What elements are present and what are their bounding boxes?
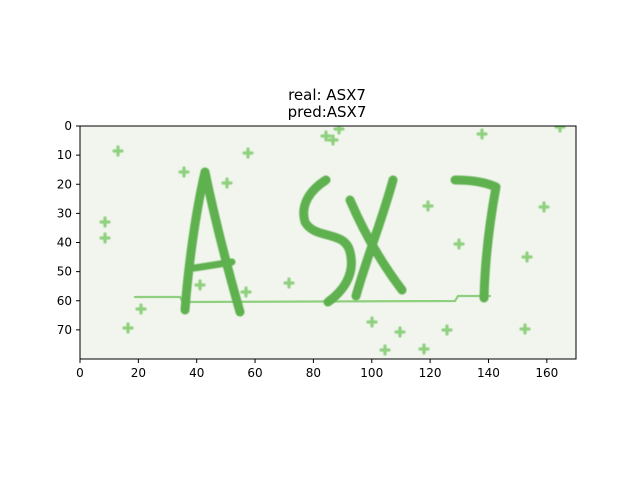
noise-cross — [521, 251, 533, 263]
y-tick-label: 50 — [57, 265, 72, 279]
noise-cross — [112, 145, 124, 157]
x-tick-label: 20 — [131, 366, 146, 380]
noise-cross — [554, 126, 566, 133]
noise-cross — [366, 316, 378, 328]
noise-cross — [320, 130, 332, 142]
y-tick-label: 30 — [57, 206, 72, 220]
noise-cross — [538, 201, 550, 213]
y-tick-label: 40 — [57, 236, 72, 250]
y-tick-label: 70 — [57, 323, 72, 337]
y-tick-label: 0 — [64, 119, 72, 133]
noise-cross — [221, 177, 233, 189]
horizontal-line — [133, 294, 492, 304]
noise-cross — [99, 232, 111, 244]
x-tick-label: 60 — [247, 366, 262, 380]
y-tick-label: 20 — [57, 177, 72, 191]
noise-cross — [519, 323, 531, 335]
noise-cross — [194, 279, 206, 291]
x-tick-label: 100 — [360, 366, 383, 380]
captcha-characters — [180, 167, 501, 317]
noise-cross — [379, 344, 391, 356]
glyph-7 — [450, 175, 501, 303]
noise-cross — [240, 286, 252, 298]
glyph-x-2 — [351, 175, 398, 301]
noise-cross — [122, 322, 134, 334]
glyph-a-bar — [190, 258, 236, 272]
y-tick-label: 60 — [57, 294, 72, 308]
glyph-s — [299, 175, 356, 307]
noise-cross — [476, 128, 488, 140]
glyph-a — [180, 167, 245, 317]
noise-cross — [327, 134, 339, 146]
noise-cross — [418, 343, 430, 355]
noise-cross — [453, 238, 465, 250]
noise-cross — [242, 147, 254, 159]
title-real: real: ASX7 — [288, 86, 366, 104]
x-tick-label: 120 — [419, 366, 442, 380]
captcha-image — [80, 126, 576, 359]
x-tick-label: 80 — [306, 366, 321, 380]
noise-marks — [99, 126, 566, 356]
image-background — [80, 126, 576, 359]
x-tick-label: 40 — [189, 366, 204, 380]
y-tick-label: 10 — [57, 148, 72, 162]
title-pred: pred:ASX7 — [288, 103, 367, 121]
noise-cross — [178, 166, 190, 178]
x-tick-label: 140 — [477, 366, 500, 380]
noise-cross — [394, 326, 406, 338]
x-tick-label: 0 — [76, 366, 84, 380]
noise-cross — [441, 324, 453, 336]
x-tick-label: 160 — [535, 366, 558, 380]
noise-cross — [422, 200, 434, 212]
y-axis: 0 10 20 30 40 50 60 70 — [57, 119, 80, 337]
noise-cross — [99, 216, 111, 228]
x-axis: 0 20 40 60 80 100 120 140 160 — [76, 359, 558, 380]
noise-cross — [135, 303, 147, 315]
noise-cross — [283, 277, 295, 289]
